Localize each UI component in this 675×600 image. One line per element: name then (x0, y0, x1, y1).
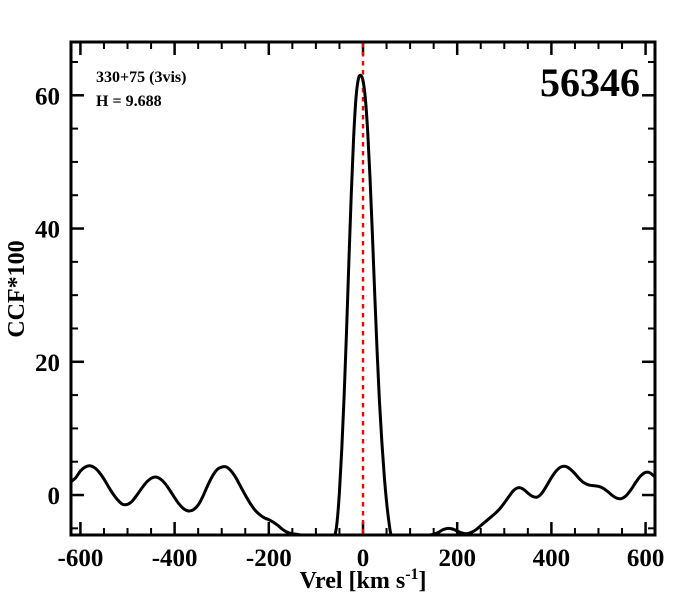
y-axis-title: CCF*100 (4, 240, 30, 337)
y-tick-label: 20 (35, 350, 60, 377)
x-tick-label: 200 (438, 545, 476, 572)
y-tick-label: 40 (35, 217, 60, 244)
x-tick-label: -600 (58, 545, 104, 572)
y-tick-label: 60 (35, 83, 60, 110)
ccf-curve (72, 73, 654, 534)
x-axis-title-main: Vrel [km s (299, 568, 405, 594)
x-axis-title-exponent: -1 (405, 566, 418, 583)
y-axis-major-ticks (71, 94, 655, 497)
x-axis-title-close: ] (419, 568, 427, 594)
x-axis-tick-labels: -600 -400 -200 0 200 400 600 (58, 545, 665, 572)
x-axis-title: Vrel [km s-1] (299, 566, 426, 594)
y-axis-tick-labels: 0 20 40 60 (35, 83, 60, 510)
x-axis-minor-ticks (102, 42, 624, 535)
h-magnitude-label: H = 9.688 (96, 93, 162, 110)
x-tick-label: 0 (357, 545, 370, 572)
x-tick-label: 600 (627, 545, 665, 572)
y-tick-label: 0 (48, 483, 61, 510)
x-tick-label: -400 (152, 545, 198, 572)
x-axis-major-ticks (79, 42, 647, 535)
x-tick-label: 400 (533, 545, 571, 572)
mjd-label: 56346 (540, 60, 640, 105)
target-id-label: 330+75 (3vis) (96, 69, 186, 86)
y-axis-minor-ticks (71, 60, 655, 530)
x-tick-label: -200 (246, 545, 292, 572)
